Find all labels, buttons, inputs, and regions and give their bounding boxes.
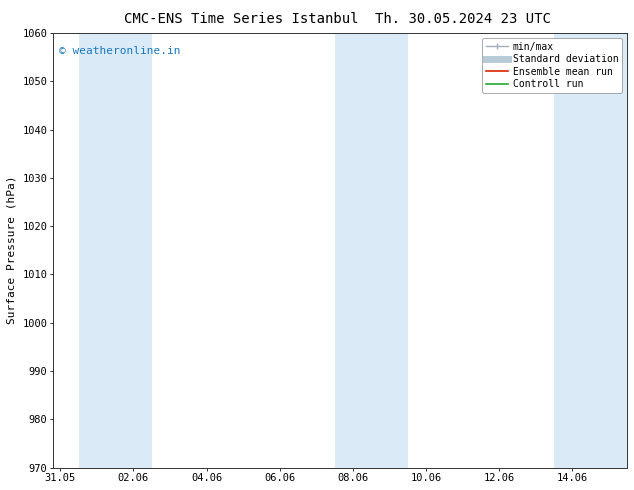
Text: © weatheronline.in: © weatheronline.in bbox=[59, 46, 180, 56]
Legend: min/max, Standard deviation, Ensemble mean run, Controll run: min/max, Standard deviation, Ensemble me… bbox=[482, 38, 622, 93]
Text: Th. 30.05.2024 23 UTC: Th. 30.05.2024 23 UTC bbox=[375, 12, 551, 26]
Y-axis label: Surface Pressure (hPa): Surface Pressure (hPa) bbox=[7, 176, 17, 324]
Bar bbox=[554, 33, 627, 467]
Bar bbox=[335, 33, 408, 467]
Text: CMC-ENS Time Series Istanbul: CMC-ENS Time Series Istanbul bbox=[124, 12, 358, 26]
Bar bbox=[79, 33, 152, 467]
